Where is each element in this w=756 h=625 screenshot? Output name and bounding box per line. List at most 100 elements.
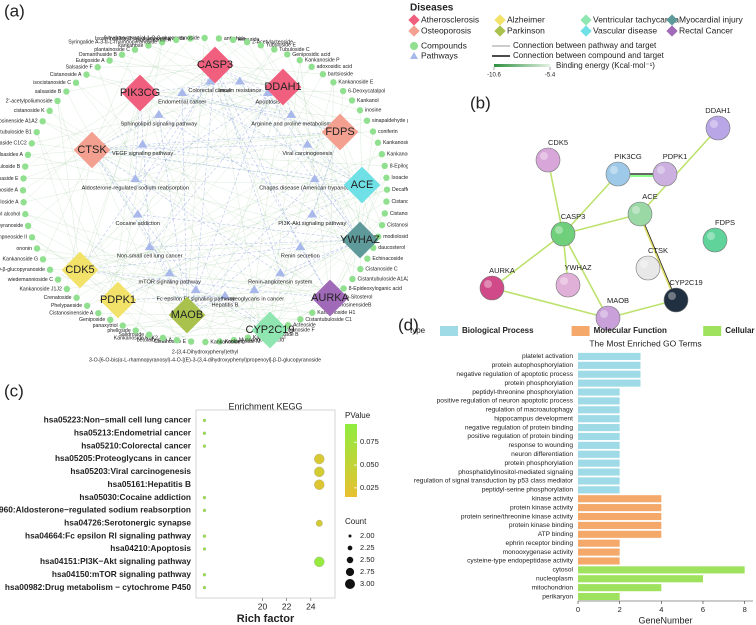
- pathway-node: [234, 76, 245, 85]
- protein-highlight: [484, 280, 492, 288]
- compound-edge: [87, 184, 363, 306]
- pathway-edge: [254, 239, 361, 291]
- legend-dot: [346, 556, 354, 564]
- compound-edge: [139, 90, 344, 94]
- compound-label: Cistanosinenside A1A2: [0, 119, 38, 125]
- pathway-edge: [137, 214, 361, 241]
- x-tick-label: 2: [618, 605, 622, 614]
- pathway-node: [302, 139, 313, 148]
- bar: [578, 441, 620, 449]
- legend-label: Vascular disease: [593, 25, 657, 35]
- pathway-edge: [214, 64, 281, 274]
- compound-label: Kankanoside L: [210, 339, 244, 345]
- y-tick-label: positive regulation of protein binding: [467, 433, 573, 440]
- panel-label: (a): [4, 1, 25, 20]
- compound-label: Decaffeoylacteoside: [392, 187, 439, 193]
- target-label: FDPS: [325, 126, 354, 138]
- pathway-node: [132, 209, 143, 218]
- bar: [578, 557, 620, 565]
- compound-label: epimeridinoside A: [0, 188, 19, 194]
- pathway-node: [295, 242, 306, 251]
- legend-dot: [348, 534, 352, 538]
- compound-node: [21, 163, 29, 170]
- compound-node: [54, 276, 62, 283]
- compound-label: Cistantubuloside B1: [0, 130, 32, 136]
- compound-edge: [117, 42, 163, 301]
- legend-dot: [345, 567, 355, 577]
- compound-node: [131, 46, 139, 53]
- pathway-edge: [280, 239, 361, 274]
- y-tick-label: protein autophosphorylation: [492, 362, 574, 369]
- pathway-edge: [186, 92, 269, 316]
- compound-edge: [233, 131, 341, 341]
- compound-node: [202, 338, 209, 346]
- bar: [578, 450, 620, 458]
- compound-edge: [22, 64, 216, 191]
- compound-edge: [186, 314, 301, 320]
- pathway-label: Apoptosis: [256, 100, 281, 106]
- compound-label: CistanosinensideB: [329, 303, 373, 309]
- x-tick-label: 6: [701, 605, 705, 614]
- compound-node: [357, 265, 364, 273]
- bar: [578, 530, 662, 538]
- pathway-node: [309, 174, 320, 183]
- legend-label: Atherosclerosis: [421, 14, 479, 24]
- compound-edge: [76, 131, 341, 298]
- y-tick-label: hsa05203:Viral carcinogenesis: [70, 466, 191, 476]
- compound-edge: [269, 60, 300, 331]
- compound-label: bartsioside: [328, 72, 353, 78]
- compound-node: [348, 97, 356, 104]
- target-label: DDAH1: [264, 81, 301, 93]
- compound-edge: [91, 149, 335, 298]
- compound-node: [119, 322, 126, 329]
- protein-label: ACE: [642, 192, 657, 201]
- protein-label: CTSK: [648, 246, 668, 255]
- compound-node: [284, 322, 292, 329]
- y-tick-label: hsa05205:Proteoglycans in cancer: [55, 453, 192, 463]
- compound-label: Cistanoside A: [50, 72, 82, 78]
- compound-label: 8-Epiloganic acid: [390, 163, 430, 169]
- y-tick-label: negative regulation of apoptotic process: [456, 371, 573, 378]
- pathway-node: [153, 109, 164, 118]
- compound-label: Kankanoside H1: [317, 310, 355, 316]
- panel-label: (d): [398, 315, 419, 334]
- compound-node: [187, 338, 195, 345]
- legend-title: PValue: [345, 411, 371, 420]
- y-tick-label: hsa04210:Apoptosis: [110, 543, 191, 553]
- target-label: PDPK1: [100, 294, 136, 306]
- compound-edge: [79, 42, 163, 271]
- pathway-label: Hepatitis B: [211, 302, 238, 308]
- legend-label: Cellular Component: [725, 326, 756, 335]
- y-tick-label: cytosol: [552, 567, 573, 574]
- legend-swatch: [666, 25, 678, 37]
- protein-label: PDPK1: [663, 152, 688, 161]
- target-node: [196, 46, 234, 84]
- y-tick-label: monooxygenase activity: [503, 549, 574, 556]
- bar: [578, 539, 620, 547]
- dot: [202, 585, 207, 590]
- bar: [578, 379, 641, 387]
- compound-edge: [22, 190, 188, 316]
- compound-edge: [91, 149, 178, 341]
- bar: [578, 584, 662, 592]
- compound-edge: [86, 74, 341, 133]
- target-label: YWHAZ: [340, 234, 380, 246]
- legend-title: type: [410, 326, 426, 335]
- legend-label: Alzheimer: [507, 14, 545, 24]
- compound-label: Dehydrodiconiferyl alcohol: [0, 211, 20, 217]
- compound-label: Acteoside: [293, 323, 316, 329]
- compound-label: Kankanoside H: [387, 152, 422, 158]
- compound-node: [378, 150, 386, 158]
- compound-edge: [139, 92, 368, 259]
- compound-label: beta-Sitosterol: [339, 295, 372, 301]
- compound-edge: [42, 149, 93, 260]
- pathway-edge: [79, 246, 301, 271]
- pathway-edge: [195, 64, 216, 291]
- legend-label: Molecular Function: [594, 326, 667, 335]
- chart-title: Enrichment KEGG: [228, 401, 302, 411]
- compound-edge: [57, 184, 363, 280]
- compound-edge: [117, 288, 344, 301]
- compound-node: [28, 140, 35, 147]
- protein-node: [550, 221, 576, 247]
